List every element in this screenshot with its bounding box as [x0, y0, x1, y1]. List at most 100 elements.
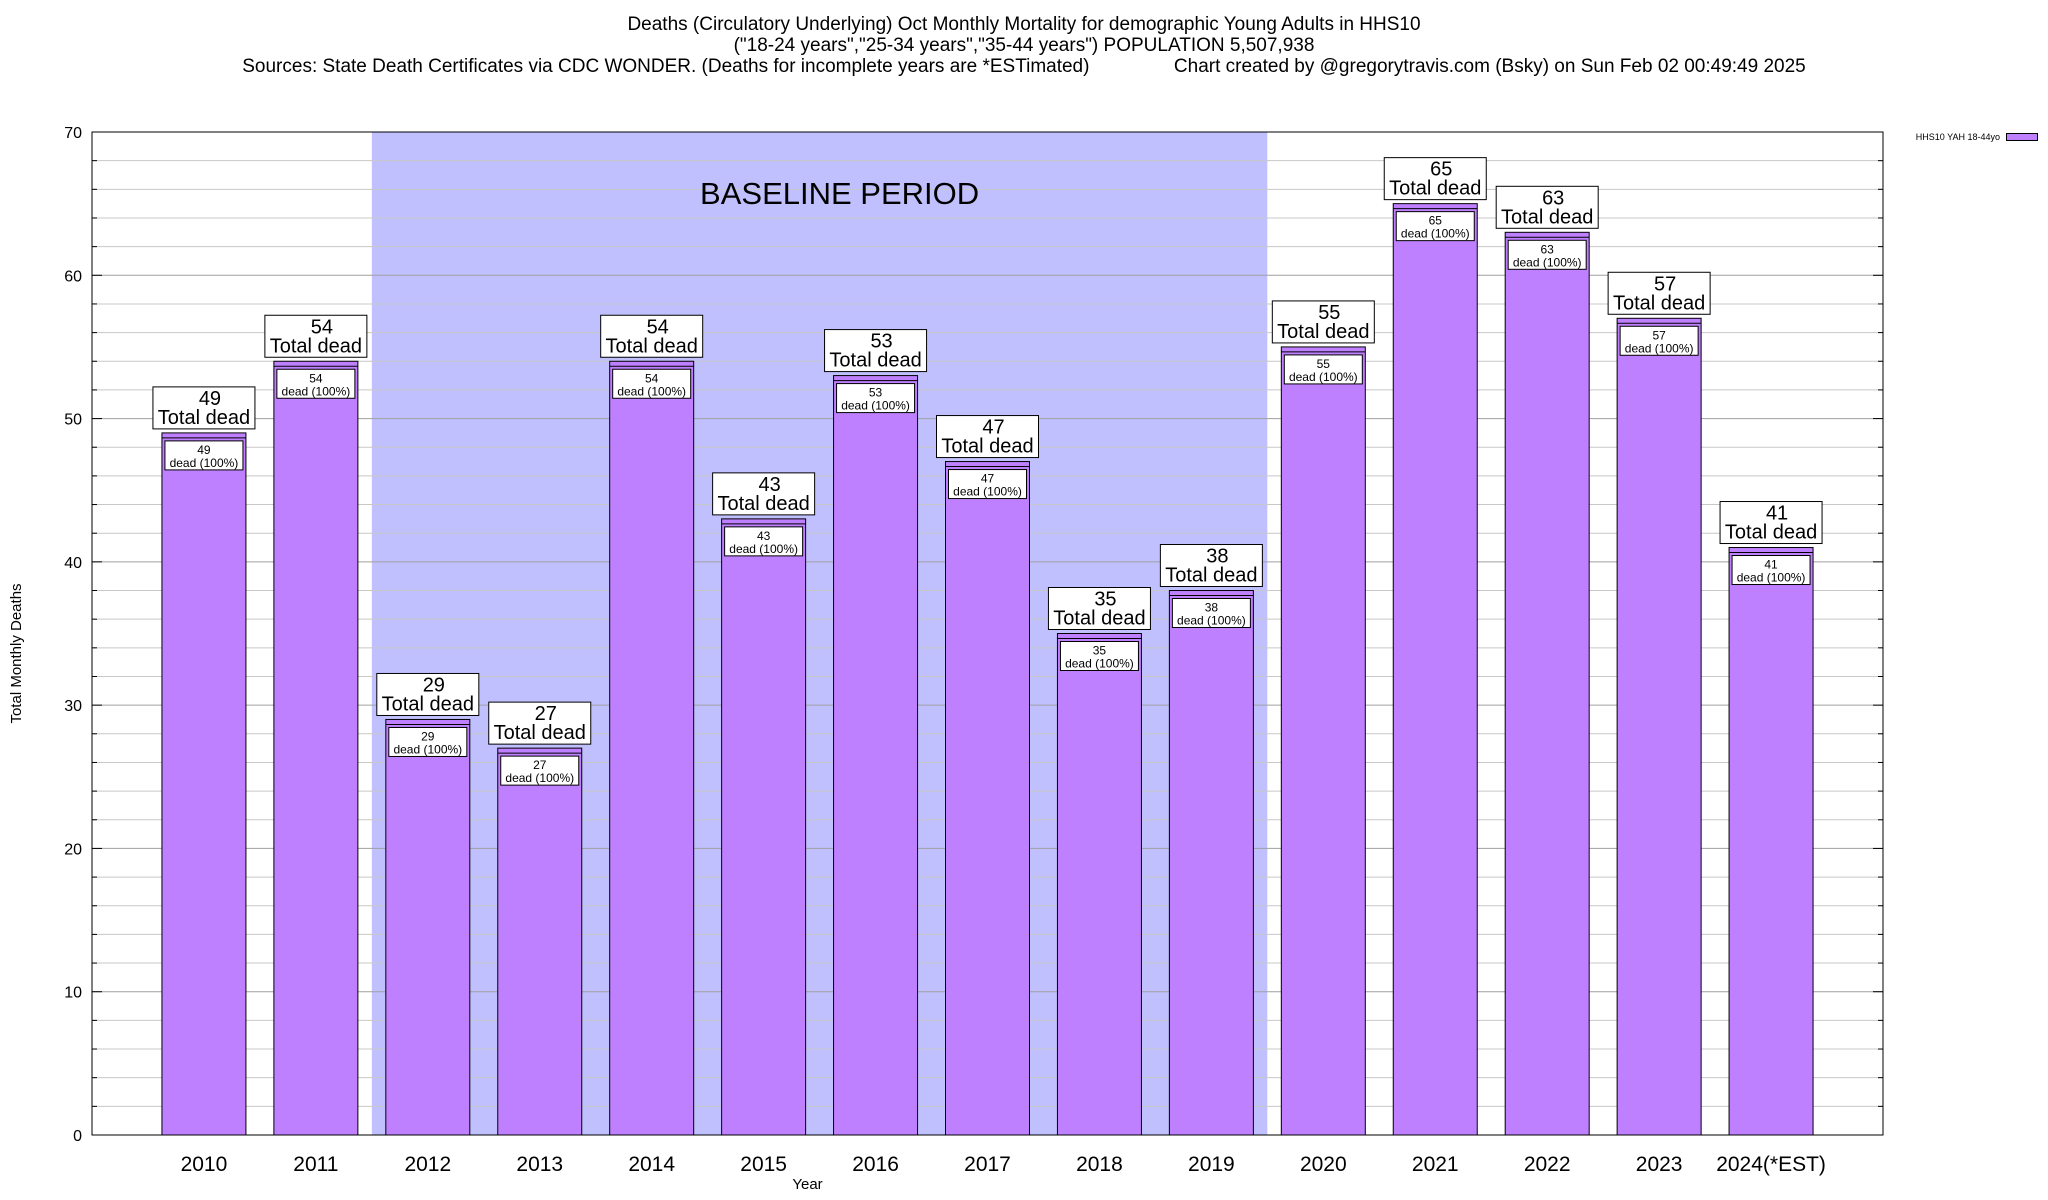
x-tick-label: 2016 — [852, 1153, 899, 1176]
inner-percent-label: dead (100%) — [1177, 614, 1246, 628]
x-tick-label: 2023 — [1636, 1153, 1683, 1176]
total-label-box — [1495, 185, 1599, 229]
total-text-label: Total dead — [1389, 178, 1481, 200]
inner-value-label: 41 — [1764, 558, 1778, 572]
inner-value-label: 54 — [645, 371, 659, 385]
legend: HHS10 YAH 18-44yo — [1916, 132, 2038, 142]
total-label-box — [936, 415, 1039, 459]
inner-percent-label: dead (100%) — [1737, 571, 1806, 585]
inner-label-box — [1619, 325, 1699, 356]
total-text-label: Total dead — [941, 436, 1033, 458]
total-label-box — [376, 672, 480, 716]
inner-label-box — [388, 726, 468, 757]
total-value-label: 49 — [199, 388, 221, 410]
total-label-box — [1383, 157, 1487, 201]
inner-label-box — [1395, 211, 1475, 242]
x-tick-label: 2019 — [1188, 1153, 1235, 1176]
inner-percent-label: dead (100%) — [393, 742, 462, 756]
inner-label-box — [1507, 239, 1587, 270]
total-text-label: Total dead — [1613, 292, 1705, 314]
total-text-label: Total dead — [158, 407, 250, 429]
y-axis-title: Total Monthly Deaths — [8, 583, 25, 723]
inner-percent-label: dead (100%) — [282, 384, 351, 398]
total-text-label: Total dead — [1501, 206, 1593, 228]
inner-label-box — [500, 755, 580, 786]
total-value-label: 41 — [1766, 503, 1788, 525]
total-value-label: 27 — [535, 703, 557, 725]
bar-2021 — [1392, 203, 1478, 1136]
inner-label-box — [836, 383, 916, 414]
total-text-label: Total dead — [1277, 321, 1369, 343]
total-value-label: 57 — [1654, 273, 1676, 295]
bar-2013 — [497, 747, 583, 1136]
x-tick-label: 2022 — [1524, 1153, 1571, 1176]
total-label-box — [152, 386, 256, 430]
total-text-label: Total dead — [270, 335, 362, 357]
total-label-box — [264, 314, 368, 358]
total-label-box — [712, 472, 816, 516]
x-tick-label: 2011 — [293, 1153, 338, 1176]
bar-2019 — [1168, 590, 1254, 1136]
inner-value-label: 54 — [309, 371, 323, 385]
inner-value-label: 57 — [1652, 328, 1666, 342]
x-axis-title: Year — [792, 1176, 822, 1193]
x-tick-label: 2024(*EST) — [1716, 1153, 1826, 1176]
inner-percent-label: dead (100%) — [729, 542, 798, 556]
y-tick-label: 0 — [73, 1128, 82, 1145]
chart-source-line: Sources: State Death Certificates via CD… — [242, 56, 1806, 77]
x-tick-label: 2012 — [404, 1153, 451, 1176]
inner-value-label: 63 — [1541, 242, 1555, 256]
total-value-label: 35 — [1094, 589, 1116, 611]
x-tick-label: 2015 — [740, 1153, 787, 1176]
total-label-box — [488, 701, 592, 745]
chart-subtitle: ("18-24 years","25-34 years","35-44 year… — [733, 35, 1315, 56]
total-label-box — [1607, 271, 1711, 315]
inner-label-box — [1171, 598, 1251, 629]
bar-2010 — [161, 432, 247, 1136]
total-value-label: 54 — [311, 316, 333, 338]
inner-value-label: 53 — [869, 386, 883, 400]
inner-value-label: 38 — [1205, 601, 1219, 615]
total-label-box — [1159, 544, 1263, 588]
bar-2020 — [1280, 346, 1366, 1136]
total-value-label: 43 — [759, 474, 781, 496]
total-text-label: Total dead — [829, 350, 921, 372]
x-tick-label: 2020 — [1300, 1153, 1347, 1176]
baseline-period-label: BASELINE PERIOD — [700, 176, 979, 211]
total-value-label: 38 — [1206, 546, 1228, 568]
y-tick-label: 40 — [64, 555, 82, 572]
x-tick-label: 2010 — [181, 1153, 228, 1176]
total-text-label: Total dead — [606, 335, 698, 357]
bar-2017 — [945, 461, 1030, 1136]
inner-label-box — [164, 440, 244, 471]
y-tick-label: 20 — [64, 841, 82, 858]
y-tick-label: 60 — [64, 268, 82, 285]
total-text-label: Total dead — [1725, 522, 1817, 544]
bar-2018 — [1056, 633, 1142, 1136]
inner-percent-label: dead (100%) — [505, 771, 574, 785]
total-value-label: 65 — [1430, 159, 1452, 181]
plot-border — [91, 131, 1884, 1136]
inner-value-label: 29 — [421, 729, 435, 743]
total-text-label: Total dead — [494, 722, 586, 744]
bar-2014 — [609, 360, 695, 1136]
inner-label-box — [612, 368, 692, 399]
inner-label-box — [1059, 641, 1139, 671]
total-label-box — [1047, 587, 1151, 630]
bar-2015 — [721, 518, 807, 1136]
inner-percent-label: dead (100%) — [617, 384, 686, 398]
x-tick-label: 2018 — [1076, 1153, 1123, 1176]
x-tick-label: 2021 — [1412, 1153, 1459, 1176]
inner-label-box — [948, 469, 1027, 500]
inner-percent-label: dead (100%) — [1289, 370, 1358, 384]
bar-2012 — [385, 718, 471, 1136]
x-tick-label: 2017 — [964, 1153, 1011, 1176]
inner-percent-label: dead (100%) — [1513, 255, 1582, 269]
inner-percent-label: dead (100%) — [841, 399, 910, 413]
inner-label-box — [1731, 555, 1811, 586]
bar-2016 — [833, 375, 919, 1136]
bar-2022 — [1504, 231, 1590, 1136]
total-value-label: 54 — [647, 316, 669, 338]
total-label-box — [1271, 300, 1375, 344]
